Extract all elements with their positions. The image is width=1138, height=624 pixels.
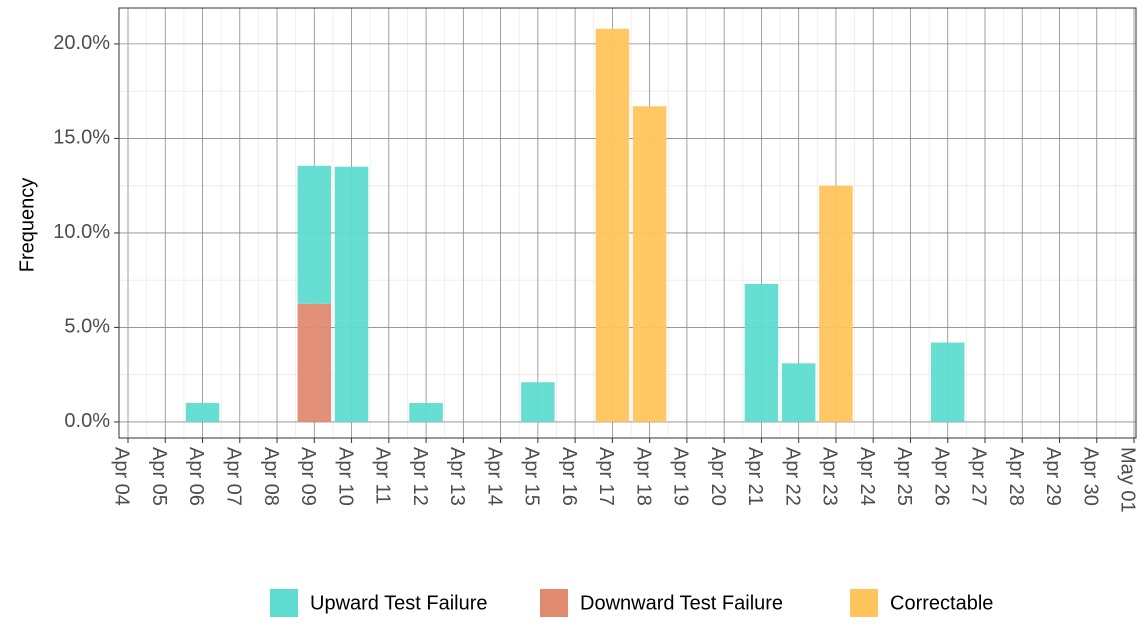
y-tick-label: 5.0% <box>64 316 110 338</box>
y-axis-label: Frequency <box>16 178 38 273</box>
x-tick-label: Apr 26 <box>930 447 952 506</box>
bar <box>781 363 816 422</box>
x-tick-label: Apr 18 <box>632 447 654 506</box>
x-tick-label: Apr 12 <box>409 447 431 506</box>
legend-label: Downward Test Failure <box>580 592 783 614</box>
x-tick-label: Apr 05 <box>148 447 170 506</box>
bar <box>409 403 443 422</box>
x-tick-label: Apr 22 <box>781 447 803 506</box>
bar <box>744 283 779 422</box>
x-tick-label: Apr 25 <box>893 447 915 506</box>
bar <box>632 106 667 422</box>
legend-label: Upward Test Failure <box>310 592 487 614</box>
legend-label: Correctable <box>890 592 993 614</box>
bar <box>297 303 332 422</box>
x-tick-label: Apr 17 <box>595 447 617 506</box>
bar <box>297 165 332 304</box>
x-tick-label: Apr 20 <box>707 447 729 506</box>
x-tick-label: Apr 30 <box>1079 447 1101 506</box>
panel-border <box>118 7 1137 439</box>
x-tick-label: Apr 23 <box>819 447 841 506</box>
x-tick-label: Apr 28 <box>1005 447 1027 506</box>
x-tick-label: Apr 11 <box>372 447 394 504</box>
x-tick-label: May 01 <box>1117 447 1138 513</box>
bar <box>521 382 555 422</box>
y-tick-label: 0.0% <box>64 410 110 432</box>
x-tick-label: Apr 13 <box>446 447 468 506</box>
bar <box>334 166 369 422</box>
bar <box>930 342 965 422</box>
y-tick-label: 15.0% <box>53 127 110 149</box>
x-tick-label: Apr 09 <box>297 447 319 506</box>
x-tick-label: Apr 04 <box>111 447 133 506</box>
x-tick-label: Apr 24 <box>856 447 878 506</box>
bar <box>185 403 220 422</box>
x-tick-label: Apr 16 <box>558 447 580 506</box>
x-tick-label: Apr 07 <box>222 447 244 506</box>
legend-key <box>270 589 298 617</box>
x-tick-label: Apr 15 <box>521 447 543 506</box>
bar <box>595 28 630 422</box>
x-tick-label: Apr 14 <box>483 447 505 506</box>
x-tick-label: Apr 10 <box>334 447 356 506</box>
bar <box>819 185 853 422</box>
x-tick-label: Apr 08 <box>260 447 282 506</box>
y-tick-label: 10.0% <box>53 221 110 243</box>
y-tick-label: 20.0% <box>53 32 110 54</box>
x-tick-label: Apr 27 <box>968 447 990 506</box>
x-tick-label: Apr 19 <box>670 447 692 506</box>
x-tick-label: Apr 06 <box>185 447 207 506</box>
legend-key <box>540 589 568 617</box>
x-tick-label: Apr 29 <box>1042 447 1064 506</box>
x-tick-label: Apr 21 <box>744 447 766 506</box>
legend-key <box>850 589 878 617</box>
